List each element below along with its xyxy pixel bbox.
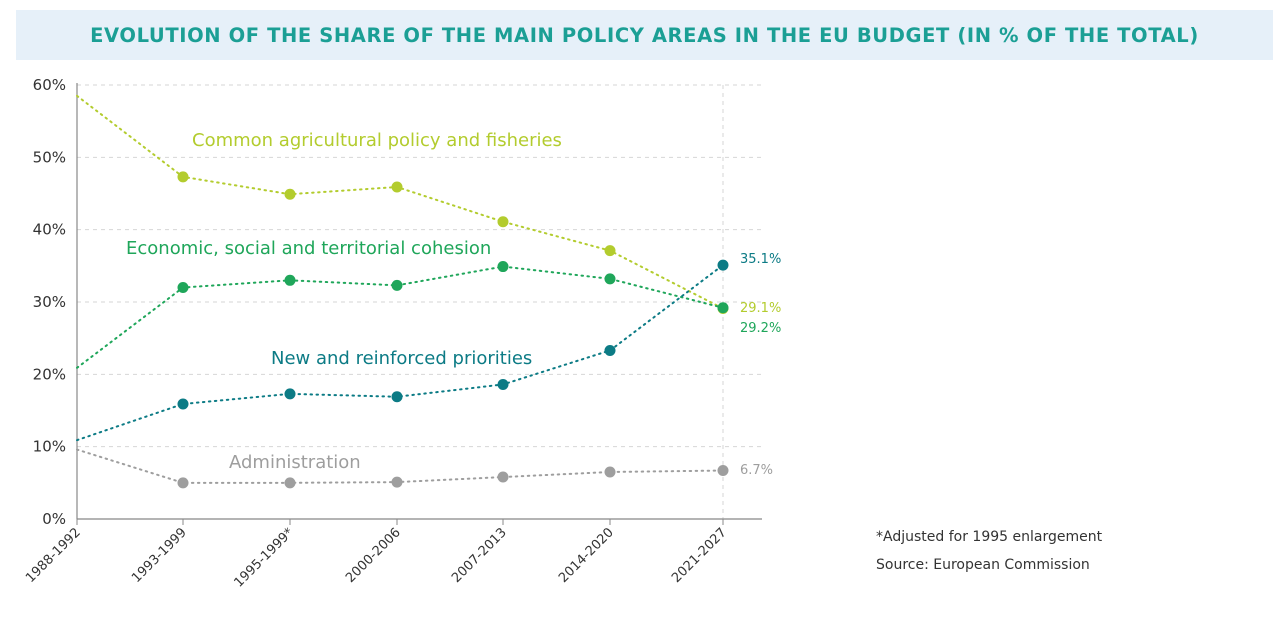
series-line	[76, 94, 724, 310]
data-point	[497, 261, 509, 273]
data-point	[604, 245, 616, 257]
y-tick-label: 0%	[42, 510, 66, 528]
data-point	[391, 391, 403, 403]
data-point	[717, 302, 729, 314]
data-point	[284, 274, 296, 286]
footnote: *Adjusted for 1995 enlargement	[876, 529, 1103, 545]
data-point	[284, 188, 296, 200]
data-point	[284, 388, 296, 400]
y-tick-label: 20%	[33, 365, 66, 383]
data-point	[604, 344, 616, 356]
data-label: 29.1%	[740, 301, 781, 316]
data-label: 35.1%	[740, 252, 781, 267]
data-point	[177, 477, 189, 489]
y-tick-label: 50%	[33, 148, 66, 166]
x-tick-label: 2000-2006	[343, 525, 404, 586]
x-tick-label: 2007-2013	[449, 525, 510, 586]
data-point	[177, 171, 189, 183]
x-tick-label: 2014-2020	[556, 525, 617, 586]
data-point	[497, 471, 509, 483]
y-tick-label: 30%	[33, 293, 66, 311]
x-tick-label: 1993-1999	[129, 525, 190, 586]
data-point	[284, 477, 296, 489]
data-point	[717, 465, 729, 477]
source-note: Source: European Commission	[876, 557, 1090, 573]
data-point	[717, 259, 729, 271]
x-tick-label: 1995-1999*	[232, 525, 298, 591]
data-point	[391, 476, 403, 488]
series-label: New and reinforced priorities	[271, 348, 532, 369]
x-tick-label: 2021-2027	[669, 525, 730, 586]
title-bar: EVOLUTION OF THE SHARE OF THE MAIN POLIC…	[16, 10, 1273, 60]
y-tick-label: 60%	[33, 76, 66, 94]
data-point	[497, 216, 509, 228]
x-tick-label: 1988-1992	[23, 525, 84, 586]
data-point	[497, 378, 509, 390]
data-point	[604, 466, 616, 478]
data-label: 29.2%	[740, 321, 781, 336]
series-label: Economic, social and territorial cohesio…	[126, 238, 491, 259]
y-tick-label: 40%	[33, 221, 66, 239]
data-label: 6.7%	[740, 463, 773, 478]
data-point	[391, 279, 403, 291]
series-label: Administration	[229, 452, 361, 473]
series-label: Common agricultural policy and fisheries	[192, 130, 562, 151]
data-point	[177, 282, 189, 294]
data-point	[604, 273, 616, 285]
data-point	[391, 181, 403, 193]
data-point	[177, 398, 189, 410]
y-tick-label: 10%	[33, 438, 66, 456]
chart-title: EVOLUTION OF THE SHARE OF THE MAIN POLIC…	[90, 23, 1199, 47]
